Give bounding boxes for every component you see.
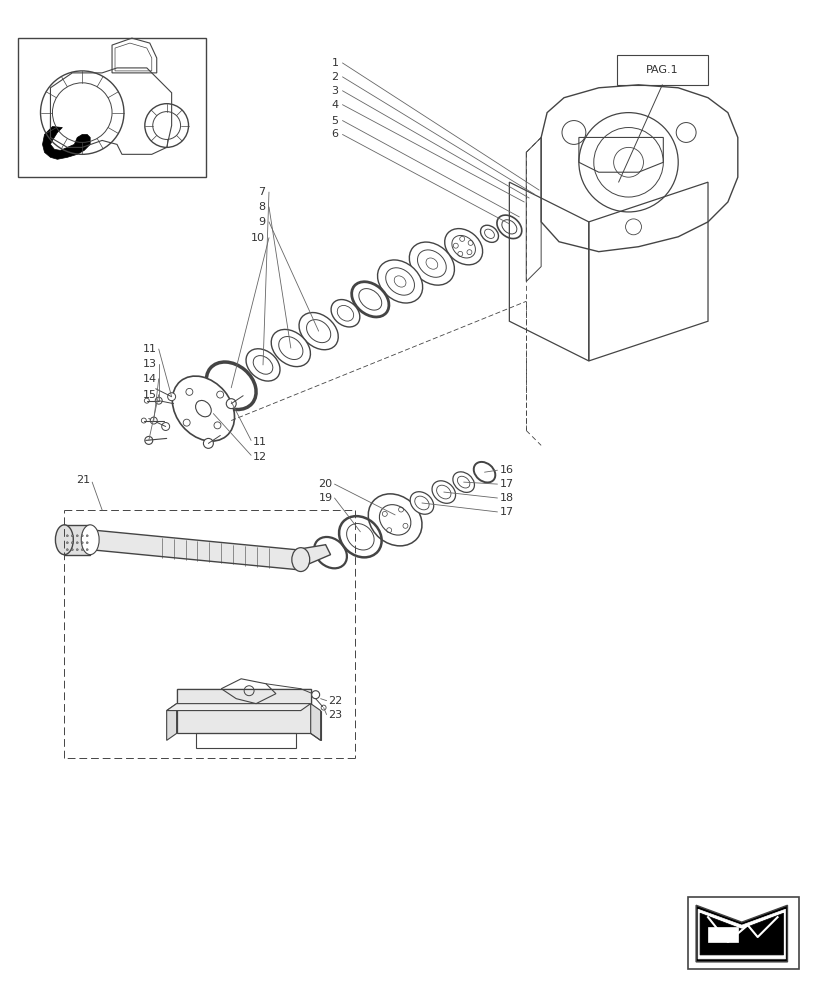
Text: 22: 22	[328, 696, 342, 706]
Circle shape	[86, 542, 88, 544]
Text: 13: 13	[142, 359, 156, 369]
Text: 23: 23	[328, 710, 342, 720]
Polygon shape	[176, 689, 310, 704]
Text: 18: 18	[499, 493, 513, 503]
Polygon shape	[696, 905, 786, 962]
Text: 1: 1	[331, 58, 338, 68]
Circle shape	[81, 535, 84, 537]
Text: 11: 11	[142, 344, 156, 354]
Circle shape	[161, 423, 170, 430]
Text: PAG.1: PAG.1	[645, 65, 678, 75]
Ellipse shape	[432, 481, 455, 503]
Text: 21: 21	[76, 475, 90, 485]
Text: 10: 10	[251, 233, 265, 243]
Text: 9: 9	[257, 217, 265, 227]
Ellipse shape	[55, 525, 74, 555]
Text: 7: 7	[257, 187, 265, 197]
Text: 16: 16	[499, 465, 513, 475]
Circle shape	[71, 542, 74, 544]
Circle shape	[155, 397, 162, 404]
Circle shape	[311, 691, 319, 699]
Ellipse shape	[172, 376, 234, 441]
Ellipse shape	[368, 494, 422, 546]
Circle shape	[76, 542, 79, 544]
Text: 8: 8	[257, 202, 265, 212]
Text: 19: 19	[318, 493, 332, 503]
Circle shape	[76, 549, 79, 551]
Ellipse shape	[271, 329, 310, 367]
Polygon shape	[697, 909, 785, 959]
Circle shape	[66, 542, 69, 544]
Polygon shape	[166, 704, 310, 711]
Ellipse shape	[452, 472, 474, 492]
Polygon shape	[699, 913, 782, 955]
Circle shape	[150, 417, 157, 424]
Circle shape	[81, 549, 84, 551]
Ellipse shape	[409, 242, 454, 285]
Text: 3: 3	[331, 86, 338, 96]
Ellipse shape	[377, 260, 422, 303]
Ellipse shape	[409, 492, 433, 514]
Polygon shape	[166, 704, 176, 740]
Circle shape	[86, 535, 88, 537]
Circle shape	[71, 549, 74, 551]
Circle shape	[71, 535, 74, 537]
Text: 20: 20	[318, 479, 332, 489]
Circle shape	[226, 399, 236, 409]
Ellipse shape	[246, 349, 280, 381]
Circle shape	[145, 436, 152, 444]
Polygon shape	[65, 525, 90, 555]
Circle shape	[66, 549, 69, 551]
Polygon shape	[310, 704, 320, 740]
Text: 17: 17	[499, 507, 513, 517]
Text: 6: 6	[331, 129, 338, 139]
Ellipse shape	[480, 225, 498, 242]
Bar	[616, 55, 707, 85]
Ellipse shape	[291, 548, 309, 572]
Circle shape	[81, 542, 84, 544]
Text: 11: 11	[253, 437, 267, 447]
Ellipse shape	[444, 229, 482, 265]
Bar	[687, 897, 798, 969]
Bar	[17, 38, 206, 177]
Text: 17: 17	[499, 479, 513, 489]
Text: 4: 4	[331, 100, 338, 110]
Text: 14: 14	[142, 374, 156, 384]
Ellipse shape	[81, 525, 99, 555]
Polygon shape	[176, 689, 310, 733]
Text: 5: 5	[331, 116, 338, 126]
Circle shape	[203, 438, 213, 448]
Text: 15: 15	[142, 390, 156, 400]
Circle shape	[66, 535, 69, 537]
Polygon shape	[42, 127, 90, 159]
Text: 2: 2	[331, 72, 338, 82]
Text: 12: 12	[253, 452, 267, 462]
Circle shape	[167, 393, 175, 401]
Polygon shape	[707, 927, 737, 942]
Circle shape	[86, 549, 88, 551]
Ellipse shape	[299, 313, 338, 350]
Polygon shape	[90, 530, 330, 570]
Circle shape	[76, 535, 79, 537]
Ellipse shape	[331, 300, 360, 327]
